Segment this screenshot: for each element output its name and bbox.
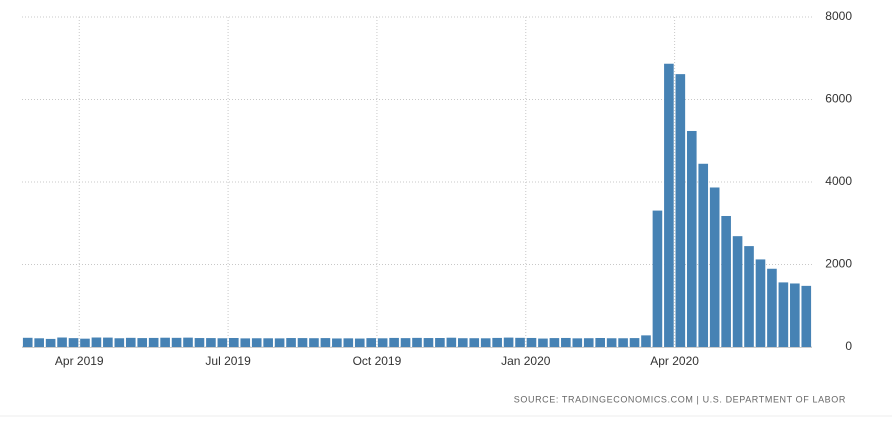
bar (354, 338, 365, 347)
bar (503, 337, 514, 347)
bar (538, 338, 548, 347)
bar (412, 337, 422, 347)
bar (377, 338, 388, 347)
bar (790, 283, 800, 347)
bar (561, 337, 571, 347)
bar (125, 337, 136, 347)
bar (778, 282, 789, 347)
bar (721, 215, 731, 347)
bar (274, 338, 285, 347)
bar (526, 337, 537, 347)
bar (675, 74, 686, 347)
bar (263, 338, 273, 347)
y-tick-label: 8000 (825, 9, 852, 23)
bar (709, 187, 720, 347)
bar (652, 210, 663, 347)
y-tick-label: 2000 (825, 257, 852, 271)
bar (343, 338, 354, 347)
bar (423, 338, 434, 347)
bar (755, 259, 766, 347)
bar (549, 338, 560, 347)
bar (446, 337, 457, 347)
bar (217, 338, 228, 347)
bar (767, 268, 777, 347)
bar (457, 338, 468, 347)
source-note: SOURCE: TRADINGECONOMICS.COM | U.S. DEPA… (514, 394, 846, 404)
bar (22, 337, 33, 347)
bar (45, 338, 56, 347)
bar (320, 338, 331, 347)
bar (297, 338, 308, 347)
bar (572, 338, 583, 347)
bar (309, 338, 319, 347)
bar (91, 337, 102, 347)
bar (114, 338, 125, 347)
bar (492, 337, 502, 347)
bar (366, 338, 377, 347)
bar (515, 337, 525, 347)
bar (389, 337, 399, 347)
bar (595, 338, 605, 347)
bar (137, 338, 148, 347)
y-tick-label: 6000 (825, 92, 852, 106)
y-tick-label: 0 (845, 339, 852, 353)
y-tick-label: 4000 (825, 174, 852, 188)
bar (629, 338, 640, 347)
bar (686, 130, 697, 347)
bar (103, 337, 113, 347)
bar (744, 246, 754, 347)
bar (732, 236, 743, 347)
bar (68, 338, 79, 347)
bar (57, 337, 67, 347)
x-tick-label: Jul 2019 (205, 354, 251, 368)
bar (435, 338, 445, 347)
bar (641, 335, 651, 347)
x-tick-label: Apr 2019 (55, 354, 104, 368)
x-tick-label: Oct 2019 (353, 354, 402, 368)
bar (286, 338, 296, 347)
bar (80, 338, 90, 347)
bar (160, 337, 170, 347)
bar (194, 338, 205, 347)
bar (148, 337, 159, 347)
bar (183, 337, 193, 347)
bar (240, 338, 251, 347)
bar (400, 338, 411, 347)
bar (583, 338, 594, 347)
bar (34, 338, 44, 347)
bar (332, 338, 342, 347)
bar (251, 338, 262, 347)
x-tick-label: Jan 2020 (501, 354, 551, 368)
x-tick-label: Apr 2020 (650, 354, 699, 368)
bar (618, 338, 628, 347)
bar (229, 338, 239, 347)
bar (801, 285, 812, 347)
bar (469, 338, 480, 347)
bar (698, 163, 709, 347)
bar (664, 63, 674, 348)
bar (171, 337, 182, 347)
bar (606, 338, 617, 347)
bar (480, 338, 491, 347)
bar (206, 338, 216, 347)
